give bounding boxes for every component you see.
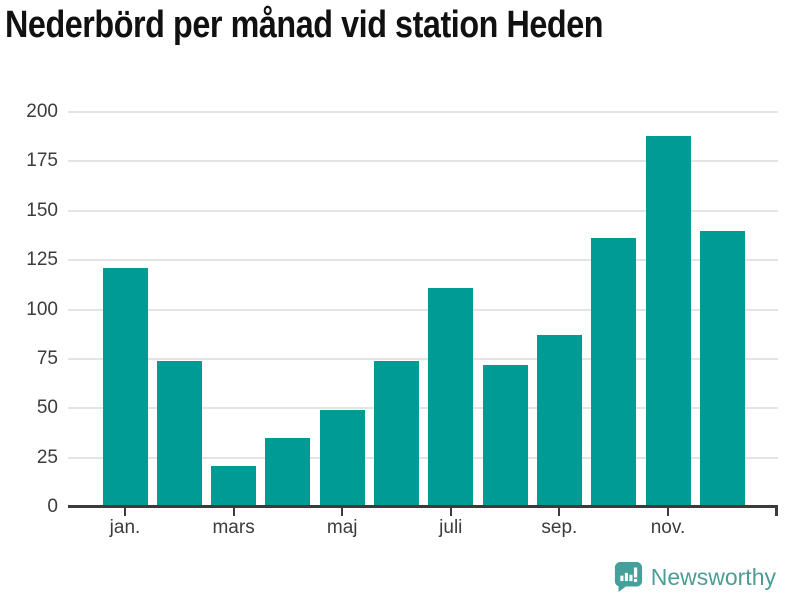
bar-juni: [374, 360, 419, 507]
newsworthy-logo[interactable]: Newsworthy: [614, 560, 776, 594]
x-axis-tick-mars: [232, 508, 235, 516]
chart-title: Nederbörd per månad vid station Heden: [5, 4, 604, 46]
gridline-50: [68, 407, 778, 410]
y-axis-label-50: 50: [36, 397, 58, 419]
x-axis-label-juli: juli: [439, 517, 463, 538]
gridline-25: [68, 456, 778, 459]
y-axis-label-150: 150: [26, 199, 58, 221]
x-axis-tick-jan: [124, 508, 126, 516]
x-axis-label-mars: mars: [212, 517, 255, 538]
gridline-75: [68, 357, 778, 360]
x-axis-tick-sep: [558, 508, 561, 516]
y-axis-label-125: 125: [26, 249, 58, 271]
gridline-150: [68, 209, 778, 212]
x-axis-tick-nov: [667, 508, 669, 516]
y-axis-label-75: 75: [36, 347, 58, 369]
y-axis-label-25: 25: [36, 446, 58, 468]
x-axis-line: [68, 505, 778, 508]
speech-bubble-shape: [614, 562, 642, 592]
x-axis-tick-juli: [449, 508, 452, 516]
gridline-100: [68, 308, 778, 311]
bar-jan.: [102, 268, 148, 507]
y-axis-label-200: 200: [26, 101, 58, 122]
bar-dec.: [699, 230, 745, 507]
x-axis-label-maj: maj: [326, 517, 358, 538]
y-axis-label-100: 100: [26, 298, 58, 320]
bar-nov.: [645, 135, 691, 507]
newsworthy-wordmark: Newsworthy: [650, 563, 776, 590]
bar-mars: [211, 465, 257, 507]
y-axis-label-0: 0: [47, 496, 58, 517]
bar-aug.: [482, 364, 528, 507]
bar-maj: [319, 410, 365, 507]
bar-feb.: [156, 360, 202, 507]
newsworthy-icon: [614, 561, 643, 593]
bar-juli: [428, 287, 474, 507]
gridline-125: [68, 259, 778, 262]
bar-sep.: [536, 335, 582, 507]
chart-plot-area: 0 25 50 75 100 125 150 175 200 jan. mars maj juli sep…: [26, 101, 778, 538]
bar-okt.: [591, 238, 637, 507]
gridline-175: [68, 160, 778, 163]
x-axis-end-tick: [775, 505, 778, 516]
y-axis-label-175: 175: [26, 150, 58, 172]
gridline-200: [68, 111, 778, 113]
x-axis-label-sep: sep.: [541, 517, 578, 538]
x-axis-tick-maj: [341, 508, 344, 516]
x-axis-label-nov: nov.: [650, 517, 686, 538]
bar-april: [265, 437, 311, 507]
x-axis-label-jan: jan.: [109, 517, 141, 538]
